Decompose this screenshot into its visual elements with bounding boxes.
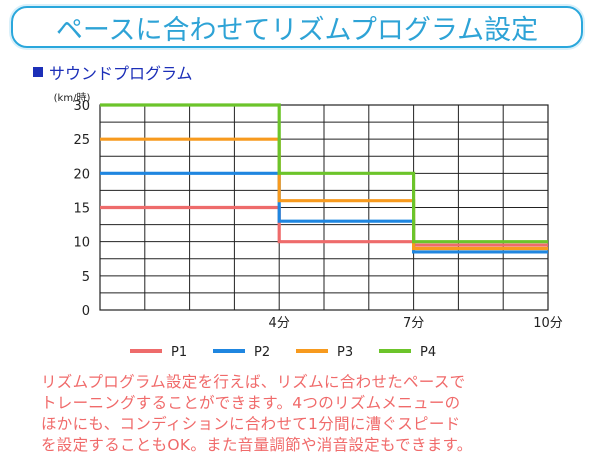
y-tick-label: 20 (73, 167, 90, 182)
description-line: ほかにも、コンディションに合わせて1分間に漕ぐスピード (41, 415, 461, 433)
legend-label: P4 (420, 345, 436, 360)
y-tick-label: 15 (73, 202, 90, 217)
x-tick-label: 10分 (533, 316, 563, 331)
title-banner: ペースに合わせてリズムプログラム設定 (11, 6, 583, 48)
description-line: トレーニングすることができます。4つのリズムメニューの (41, 394, 461, 412)
y-tick-label: 25 (73, 133, 90, 148)
series-line-p3 (100, 137, 548, 251)
section-title: サウンドプログラム (49, 64, 193, 83)
series-line-p1 (100, 205, 548, 247)
speed-program-chart: 0 5 10 15 20 25 30(km/時) 4分 7分 10分 P1 P2 P3 P4 (54, 92, 563, 360)
series-line-p2 (100, 171, 548, 254)
y-tick-label: 5 (82, 270, 90, 285)
description-line: リズムプログラム設定を行えば、リズムに合わせたペースで (41, 373, 466, 391)
y-tick-label: 0 (82, 304, 90, 319)
series-line-p4 (100, 103, 548, 244)
legend-label: P2 (254, 345, 270, 360)
section-header: サウンドプログラム (33, 62, 193, 83)
y-tick-label: 30 (73, 99, 90, 114)
y-tick-label: 10 (73, 236, 90, 251)
x-tick-label: 4分 (269, 316, 290, 331)
description: リズムプログラム設定を行えば、リズムに合わせたペースで トレーニングすることがで… (41, 372, 581, 456)
legend-label: P3 (337, 345, 353, 360)
x-tick-label: 7分 (403, 316, 424, 331)
y-axis-label: (km/時) (54, 92, 91, 104)
page-title: ペースに合わせてリズムプログラム設定 (55, 14, 539, 46)
description-line: を設定することもOK。また音量調節や消音設定もできます。 (41, 436, 473, 454)
legend-label: P1 (171, 345, 187, 360)
square-bullet-icon (33, 67, 43, 77)
